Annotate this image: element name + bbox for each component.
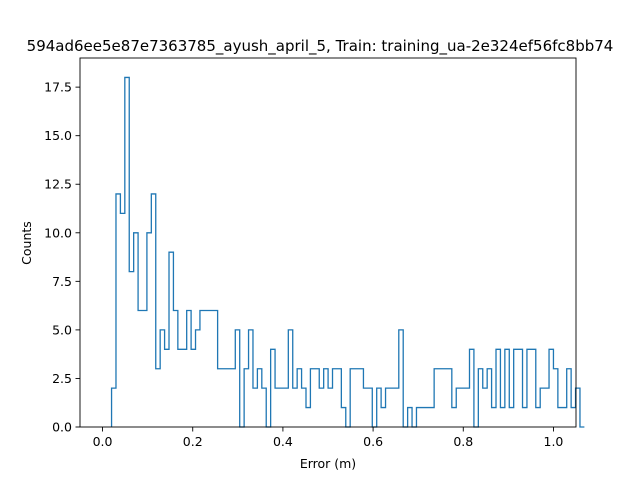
x-tick-label: 0.6	[363, 434, 383, 449]
plot-area: 0.0 0.2 0.4 0.6 0.8 1.0 0.0 2.5 5.0 7.5 10.0 12.5 15…	[44, 57, 585, 449]
x-tick-label: 0.8	[453, 434, 473, 449]
y-tick-label: 0.0	[52, 420, 72, 435]
axes-frame	[79, 57, 577, 428]
y-tick-label: 17.5	[44, 80, 72, 95]
x-tick-label: 0.2	[183, 434, 203, 449]
y-tick-label: 2.5	[52, 371, 72, 386]
y-tick-label: 7.5	[52, 274, 72, 289]
y-axis-label: Counts	[19, 221, 34, 265]
x-tick-label: 1.0	[544, 434, 564, 449]
y-tick-label: 10.0	[44, 225, 72, 240]
x-tick-label: 0.4	[273, 434, 293, 449]
chart-title: 594ad6ee5e87e7363785_ayush_april_5, Trai…	[27, 37, 614, 56]
x-axis-label: Error (m)	[300, 456, 356, 471]
y-tick-label: 5.0	[52, 322, 72, 337]
y-tick-label: 12.5	[44, 177, 72, 192]
histogram-series-line	[110, 76, 585, 428]
x-tick-label: 0.0	[93, 434, 113, 449]
y-tick-label: 15.0	[44, 128, 72, 143]
